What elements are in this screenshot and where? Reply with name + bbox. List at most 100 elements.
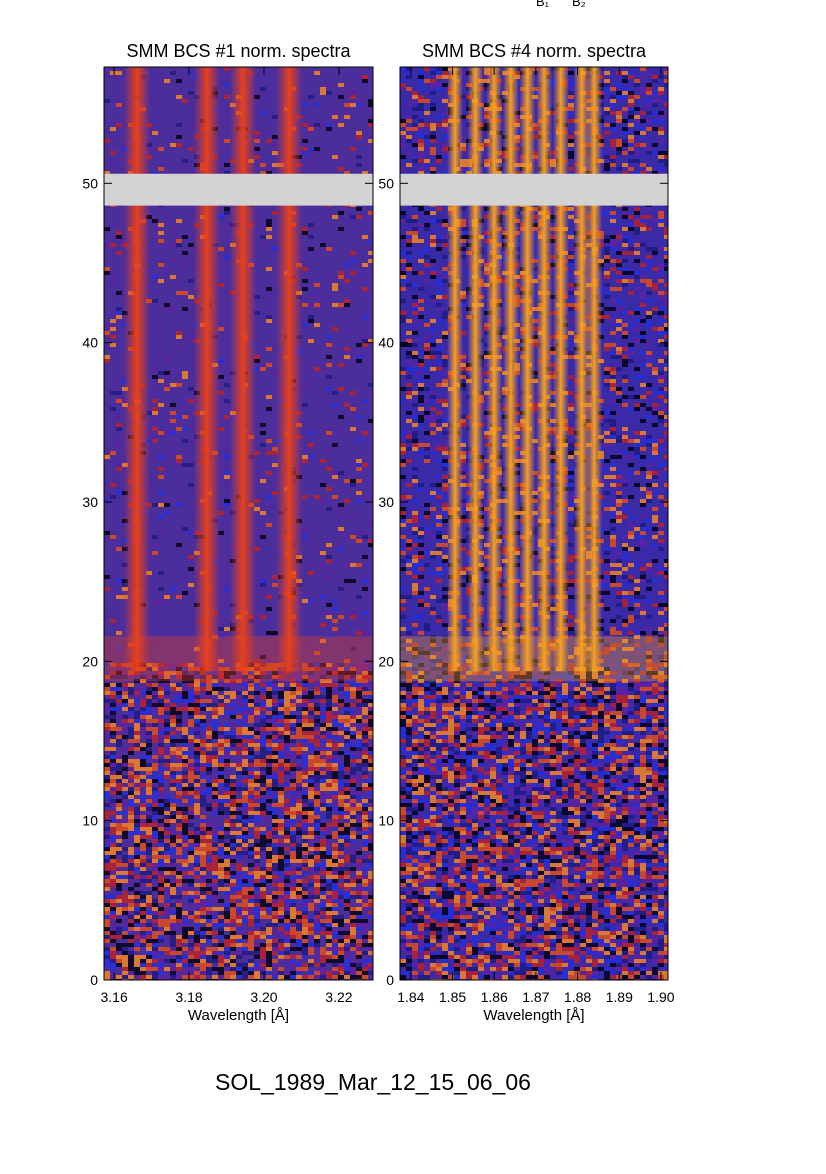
noise xyxy=(412,127,418,131)
noise xyxy=(314,791,320,795)
noise xyxy=(400,167,406,171)
noise xyxy=(302,851,308,855)
noise xyxy=(356,935,362,939)
noise xyxy=(182,747,188,751)
noise xyxy=(242,787,248,791)
noise xyxy=(338,963,344,967)
noise xyxy=(188,859,194,863)
noise xyxy=(332,495,338,499)
noise xyxy=(152,919,158,923)
noise xyxy=(356,907,362,911)
noise xyxy=(314,799,320,803)
noise xyxy=(332,727,338,731)
noise xyxy=(418,167,424,171)
noise xyxy=(212,759,218,763)
noise xyxy=(278,943,284,947)
noise xyxy=(350,803,356,807)
noise xyxy=(344,827,350,831)
noise xyxy=(326,555,332,559)
noise xyxy=(296,859,302,863)
noise xyxy=(188,583,194,587)
noise xyxy=(266,715,272,719)
noise xyxy=(236,767,242,771)
noise xyxy=(400,119,406,123)
noise xyxy=(116,843,122,847)
noise xyxy=(158,775,164,779)
noise xyxy=(170,863,176,867)
noise xyxy=(128,963,134,967)
noise xyxy=(362,847,368,851)
noise xyxy=(188,483,194,487)
noise xyxy=(242,695,248,699)
noise xyxy=(260,591,266,595)
noise xyxy=(266,971,272,975)
noise xyxy=(344,767,350,771)
noise xyxy=(436,67,442,71)
noise xyxy=(356,959,362,963)
noise xyxy=(266,843,272,847)
noise xyxy=(308,727,314,731)
noise xyxy=(206,967,212,971)
noise xyxy=(356,739,362,743)
noise xyxy=(116,291,122,295)
noise xyxy=(314,963,320,967)
noise xyxy=(634,83,640,87)
noise xyxy=(412,123,418,127)
noise xyxy=(332,115,338,119)
noise xyxy=(104,99,110,103)
noise xyxy=(254,755,260,759)
noise xyxy=(314,323,320,327)
noise xyxy=(200,759,206,763)
noise xyxy=(128,931,134,935)
noise xyxy=(248,887,254,891)
noise xyxy=(224,795,230,799)
noise xyxy=(266,959,272,963)
noise xyxy=(248,731,254,735)
noise xyxy=(206,899,212,903)
noise xyxy=(326,743,332,747)
noise xyxy=(122,907,128,911)
noise xyxy=(302,123,308,127)
noise xyxy=(134,831,140,835)
noise xyxy=(302,699,308,703)
noise xyxy=(164,307,170,311)
noise xyxy=(290,811,296,815)
noise xyxy=(146,767,152,771)
noise xyxy=(350,147,356,151)
noise xyxy=(412,223,418,227)
noise xyxy=(176,335,182,339)
noise xyxy=(344,731,350,735)
noise xyxy=(302,815,308,819)
noise xyxy=(152,703,158,707)
noise xyxy=(158,835,164,839)
noise xyxy=(128,927,134,931)
noise xyxy=(362,751,368,755)
noise xyxy=(128,911,134,915)
noise xyxy=(284,751,290,755)
noise xyxy=(176,771,182,775)
noise xyxy=(326,775,332,779)
noise xyxy=(356,463,362,467)
noise xyxy=(296,943,302,947)
noise xyxy=(152,907,158,911)
noise xyxy=(212,707,218,711)
noise xyxy=(604,123,610,127)
noise xyxy=(314,939,320,943)
noise xyxy=(254,971,260,975)
noise xyxy=(146,871,152,875)
noise xyxy=(134,971,140,975)
noise xyxy=(122,835,128,839)
noise xyxy=(230,927,236,931)
noise xyxy=(320,735,326,739)
noise xyxy=(284,759,290,763)
noise xyxy=(242,935,248,939)
noise xyxy=(158,759,164,763)
noise xyxy=(350,931,356,935)
noise xyxy=(194,811,200,815)
noise xyxy=(278,759,284,763)
noise xyxy=(218,931,224,935)
noise xyxy=(326,355,332,359)
noise xyxy=(284,727,290,731)
noise xyxy=(254,839,260,843)
noise xyxy=(218,735,224,739)
